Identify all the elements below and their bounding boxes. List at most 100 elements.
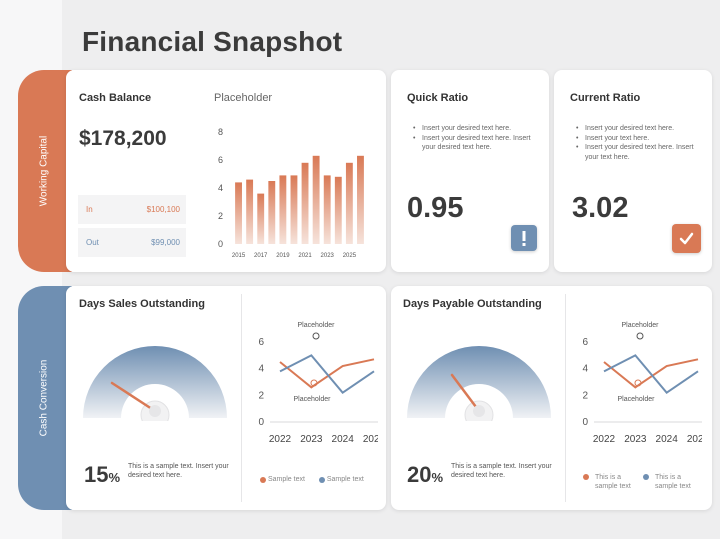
dso-percent-value: 15 bbox=[84, 462, 109, 487]
legend-label: This is a sample text bbox=[655, 474, 691, 490]
dso-note: This is a sample text. Insert your desir… bbox=[128, 463, 229, 479]
bar bbox=[235, 182, 242, 244]
dso-title: Days Sales Outstanding bbox=[79, 298, 205, 310]
current-ratio-title: Current Ratio bbox=[570, 92, 641, 104]
dpo-gauge bbox=[407, 346, 551, 421]
y-tick-label: 2 bbox=[218, 211, 223, 221]
cash-balance-title: Cash Balance bbox=[79, 92, 152, 104]
page-title: Financial Snapshot bbox=[82, 26, 343, 57]
bar bbox=[246, 179, 254, 244]
dso-divider bbox=[241, 294, 242, 502]
x-tick-label: 2017 bbox=[254, 253, 268, 259]
x-tick-label: 2024 bbox=[332, 434, 355, 445]
bullet-item: Insert your desired text here. bbox=[413, 124, 533, 134]
alert-badge[interactable] bbox=[511, 225, 537, 251]
dso-gauge bbox=[83, 346, 227, 421]
checkmark-icon bbox=[679, 232, 694, 245]
out-label: Out bbox=[86, 238, 99, 247]
y-tick-label: 0 bbox=[218, 239, 223, 249]
bar bbox=[345, 162, 353, 244]
dso-percent: 15% bbox=[84, 462, 120, 488]
chart-annotation-label: Placeholder bbox=[298, 322, 336, 329]
y-tick-label: 6 bbox=[218, 155, 223, 165]
cash-balance-card: Cash Balance $178,200 In $100,100 Out $9… bbox=[66, 70, 386, 272]
section-tab-working-capital: Working Capital bbox=[18, 70, 72, 272]
bar-chart: 0 2 4 6 8 2015 2017 2019 2021 2023 2025 bbox=[218, 127, 364, 259]
x-tick-label: 2025 bbox=[343, 253, 357, 259]
bar bbox=[279, 175, 287, 244]
dso-card: Days Sales Outstanding 15% This is a sam… bbox=[66, 286, 386, 510]
annotation-marker bbox=[636, 332, 644, 340]
bar bbox=[323, 175, 331, 244]
quick-ratio-bullets: Insert your desired text here. Insert yo… bbox=[413, 124, 533, 153]
legend-label: This is a sample text bbox=[595, 474, 631, 490]
out-value: $99,000 bbox=[151, 238, 180, 247]
dpo-line-chart: 0 2 4 6 2022 2023 2024 2025 Placeholder Placehold… bbox=[582, 322, 702, 445]
bar bbox=[301, 162, 309, 244]
check-badge[interactable] bbox=[672, 224, 701, 253]
dpo-percent-sign: % bbox=[431, 470, 444, 485]
dpo-divider bbox=[565, 294, 566, 502]
x-tick-label: 2025 bbox=[687, 434, 702, 445]
section-label-working-capital: Working Capital bbox=[38, 135, 50, 207]
bar bbox=[312, 155, 320, 244]
x-tick-label: 2021 bbox=[298, 253, 312, 259]
x-tick-label: 2022 bbox=[269, 434, 292, 445]
x-tick-label: 2022 bbox=[593, 434, 616, 445]
section-label-cash-conversion: Cash Conversion bbox=[38, 359, 50, 437]
chart-annotation-label: Placeholder bbox=[618, 396, 656, 403]
legend-marker-blue bbox=[318, 476, 325, 483]
in-value: $100,100 bbox=[146, 205, 180, 214]
dso-percent-sign: % bbox=[108, 470, 121, 485]
bar bbox=[357, 155, 364, 244]
x-tick-label: 2023 bbox=[624, 434, 647, 445]
y-tick-label: 2 bbox=[258, 390, 264, 401]
bar bbox=[257, 193, 265, 244]
annotation-marker bbox=[312, 332, 320, 340]
bullet-item: Insert your desired text here. Insert yo… bbox=[413, 134, 533, 153]
quick-ratio-title: Quick Ratio bbox=[407, 92, 469, 104]
bullet-item: Insert your text here. bbox=[576, 134, 696, 144]
chart-annotation-label: Placeholder bbox=[622, 322, 660, 329]
y-tick-label: 4 bbox=[258, 364, 264, 375]
x-tick-label: 2023 bbox=[300, 434, 323, 445]
legend-label: Sample text bbox=[267, 476, 305, 483]
dso-legend: Sample text Sample text bbox=[260, 476, 364, 483]
x-tick-label: 2024 bbox=[656, 434, 679, 445]
bullet-item: Insert your desired text here. Insert yo… bbox=[576, 143, 696, 162]
in-label: In bbox=[86, 205, 93, 214]
section-tab-cash-conversion: Cash Conversion bbox=[18, 286, 72, 510]
series-line bbox=[279, 358, 375, 389]
quick-ratio-value: 0.95 bbox=[407, 192, 464, 224]
annotation-marker bbox=[310, 379, 318, 387]
current-ratio-bullets: Insert your desired text here. Insert yo… bbox=[576, 124, 696, 162]
y-tick-label: 0 bbox=[582, 417, 588, 428]
x-tick-label: 2023 bbox=[321, 253, 335, 259]
y-tick-label: 2 bbox=[582, 390, 588, 401]
current-ratio-value: 3.02 bbox=[572, 192, 629, 224]
dpo-card: Days Payable Outstanding 20% This is a s… bbox=[391, 286, 712, 510]
dpo-percent: 20% bbox=[407, 462, 443, 488]
dpo-note: This is a sample text. Insert your desir… bbox=[451, 463, 552, 479]
x-tick-label: 2019 bbox=[276, 253, 290, 259]
series-line bbox=[279, 354, 375, 395]
bullet-item: Insert your desired text here. bbox=[576, 124, 696, 134]
chart-annotation-label: Placeholder bbox=[294, 396, 332, 403]
bar bbox=[290, 175, 298, 244]
bar bbox=[268, 181, 276, 244]
legend-marker-orange bbox=[583, 474, 589, 480]
legend-marker-orange bbox=[260, 476, 266, 483]
exclamation-icon bbox=[522, 231, 526, 246]
cash-balance-amount: $178,200 bbox=[79, 127, 167, 150]
current-ratio-card: Current Ratio Insert your desired text h… bbox=[554, 70, 712, 272]
dpo-percent-value: 20 bbox=[407, 462, 432, 487]
y-tick-label: 4 bbox=[218, 183, 223, 193]
y-tick-label: 4 bbox=[582, 364, 588, 375]
out-row: Out $99,000 bbox=[78, 228, 186, 257]
dso-line-chart: 0 2 4 6 2022 2023 2024 2025 Placeholder Placehold… bbox=[258, 322, 378, 445]
bar-chart-title: Placeholder bbox=[214, 92, 273, 104]
in-row: In $100,100 bbox=[78, 195, 186, 224]
bar bbox=[334, 176, 342, 244]
y-tick-label: 6 bbox=[258, 337, 264, 348]
dpo-title: Days Payable Outstanding bbox=[403, 298, 542, 310]
